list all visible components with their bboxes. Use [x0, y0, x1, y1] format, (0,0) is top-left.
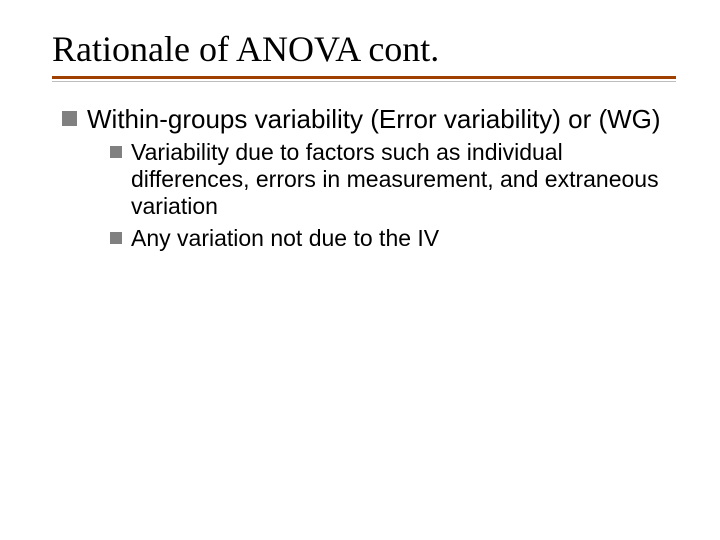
title-underline — [52, 76, 676, 82]
slide-container: Rationale of ANOVA cont. Within-groups v… — [0, 0, 720, 540]
slide-title: Rationale of ANOVA cont. — [52, 28, 676, 70]
square-bullet-icon — [62, 111, 77, 126]
bullet-level2: Any variation not due to the IV — [52, 225, 676, 252]
bullet-level2: Variability due to factors such as indiv… — [52, 139, 676, 220]
bullet-level2-text: Any variation not due to the IV — [131, 225, 439, 252]
bullet-level1: Within-groups variability (Error variabi… — [52, 104, 676, 135]
title-underline-accent — [52, 76, 676, 79]
title-underline-shadow — [52, 81, 676, 82]
square-bullet-icon — [110, 146, 122, 158]
bullet-level2-text: Variability due to factors such as indiv… — [131, 139, 676, 220]
bullet-level1-text: Within-groups variability (Error variabi… — [87, 104, 661, 135]
square-bullet-icon — [110, 232, 122, 244]
